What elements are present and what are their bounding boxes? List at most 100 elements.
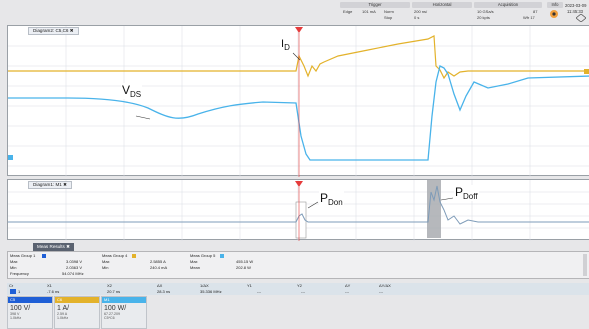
trigger-header[interactable]: Trigger [340, 2, 410, 8]
meas-group1-label: Meas Group 1 [10, 253, 36, 258]
results-scrollbar[interactable] [583, 254, 587, 276]
id-label-sub: D [284, 43, 290, 52]
bottom-plot-svg [8, 180, 589, 241]
channel-c6-scale: 1 A/ [57, 305, 70, 312]
date-text: 2023-03-09 [565, 3, 587, 8]
horizontal-header[interactable]: Horizontal [412, 2, 472, 8]
row-min-l3: Mean [190, 265, 201, 270]
diagram-bottom-panel[interactable]: Diagram1: M1 ✖ PDon PDoff [7, 179, 589, 241]
cursor-v-y1: --- [257, 289, 261, 294]
channel-c5-extra: 398 V [10, 312, 20, 316]
row-max-l2: Max [102, 259, 110, 264]
id-label-main: I [281, 38, 285, 50]
channel-c6-header: C6 [55, 297, 99, 303]
id-offset-marker [584, 69, 589, 74]
info-button[interactable]: Info [547, 2, 563, 8]
vds-trace [8, 65, 589, 161]
meas-results-panel: Meas Group 1 Meas Group 4 Meas Group 5 M… [7, 251, 589, 279]
pdoff-label-sub: Doff [463, 192, 478, 201]
channel-m1-header: M1 [102, 297, 146, 303]
meas-results-tab[interactable]: Meas Results ✖ [33, 243, 74, 251]
channel-c6-bw: 1.0kHz [57, 316, 69, 320]
acq-rate[interactable]: 10 GSa/s [477, 9, 494, 14]
vds-label: VDS [121, 83, 143, 99]
pon-window [295, 201, 307, 239]
channel-c5-scale: 100 V/ [10, 305, 31, 312]
cursor-h-dy: ΔY [345, 283, 351, 288]
row-min-label: Min [10, 265, 17, 270]
cursor-v-x2: 20.7 ns [107, 289, 121, 294]
cursor-v-dy: --- [345, 289, 349, 294]
vds-label-main: V [122, 83, 131, 97]
top-toolbar: Trigger Edge 101 mA Norm Stop Horizontal… [0, 0, 589, 22]
rs-logo-icon [576, 14, 586, 22]
cursor-h-cr: Cr [9, 283, 14, 288]
channel-m1-scale: 100 W/ [104, 305, 127, 312]
top-plot-svg [8, 26, 589, 177]
row-min-v2: 240.4 mA [150, 265, 168, 270]
cursor-v-invdx: 35.336 MHz [200, 289, 222, 294]
trigger-state[interactable]: Stop [384, 15, 393, 20]
row-freq-label: Frequency [10, 271, 29, 276]
horizontal-offset[interactable]: 0 s [414, 15, 420, 20]
channel-area: C5 100 V/ 398 V 1.0kHz C6 1 A/ 2.59 A 1.… [7, 296, 147, 329]
row-max-v1: 3.0398 V [66, 259, 83, 264]
trigger-type[interactable]: Norm [384, 9, 394, 14]
pdon-label-main: P [320, 191, 329, 205]
trigger-mode[interactable]: Edge [343, 9, 353, 14]
diagram2-tab[interactable]: Diagram2: C5,C6 ✖ [28, 27, 79, 35]
meas-group4-label: Meas Group 4 [102, 253, 128, 258]
row-min-l2: Min [102, 265, 109, 270]
trigger-marker-top [295, 27, 303, 33]
trigger-level[interactable]: 101 mA [362, 9, 376, 14]
row-max-label: Max [10, 259, 18, 264]
acquisition-header[interactable]: Acquisition [474, 2, 542, 8]
cursor-readout-bar: Cr X1 X2 ΔX 1/ΔX Y1 Y2 ΔY ΔY/ΔX 1 -7.6 n… [7, 283, 589, 295]
cursor-h-y2: Y2 [297, 283, 302, 288]
id-label: ID [280, 38, 291, 52]
power-trace [8, 185, 589, 225]
acq-res[interactable]: 20 kpts [477, 15, 490, 20]
group5-color-icon [220, 254, 224, 258]
horizontal-scale[interactable]: 200 ns/ [414, 9, 428, 14]
diagram1-tab[interactable]: Diagram1: M1 ✖ [28, 181, 72, 189]
row-freq-v1: 54.074 MHz [62, 271, 84, 276]
time-text: 11:45:33 [567, 9, 583, 14]
channel-c6-extra: 2.59 A [57, 312, 68, 316]
cursor-h-dydx: ΔY/ΔX [379, 283, 391, 288]
cursor-v-y2: --- [301, 289, 305, 294]
group4-color-icon [132, 254, 136, 258]
row-max-v3: 455.15 W [236, 259, 254, 264]
id-trace [8, 35, 589, 80]
channel-m1-bw: C5*C6 [104, 316, 115, 320]
pdoff-label-main: P [455, 185, 464, 199]
trigger-marker-bottom [295, 181, 303, 187]
cursor-h-x1: X1 [47, 283, 52, 288]
channel-c5-box[interactable]: C5 100 V/ 398 V 1.0kHz [7, 296, 53, 329]
pdoff-label: PDoff [454, 185, 479, 201]
channel-m1-box[interactable]: M1 100 W/ 67.27.209 C5*C6 [101, 296, 147, 329]
row-max-v2: 2.5855 A [150, 259, 166, 264]
diagram-top-panel[interactable]: Diagram2: C5,C6 ✖ ID VDS [7, 25, 589, 177]
pdon-label: PDon [319, 191, 344, 207]
cursor-v-dydx: --- [379, 289, 383, 294]
cursor-h-y1: Y1 [247, 283, 252, 288]
row-min-v3: 202.8 W [236, 265, 251, 270]
acq-count: Wfr 17 [523, 15, 535, 20]
settings-logo-icon[interactable] [549, 9, 559, 19]
cursor-v-cr: 1 [18, 289, 21, 294]
row-min-v1: 2.0363 V [66, 265, 83, 270]
acq-num: 87 [533, 9, 538, 14]
cursor-h-invdx: 1/ΔX [200, 283, 209, 288]
meas-group5-label: Meas Group 5 [190, 253, 216, 258]
pdon-label-sub: Don [328, 198, 343, 207]
group1-color-icon [42, 254, 46, 258]
cursor-v-dx: 28.3 ns [157, 289, 171, 294]
channel-m1-extra: 67.27.209 [104, 312, 120, 316]
channel-c5-bw: 1.0kHz [10, 316, 22, 320]
cursor-color-icon [10, 289, 16, 294]
channel-c6-box[interactable]: C6 1 A/ 2.59 A 1.0kHz [54, 296, 100, 329]
vds-label-sub: DS [130, 90, 142, 99]
channel-c5-header: C5 [8, 297, 52, 303]
